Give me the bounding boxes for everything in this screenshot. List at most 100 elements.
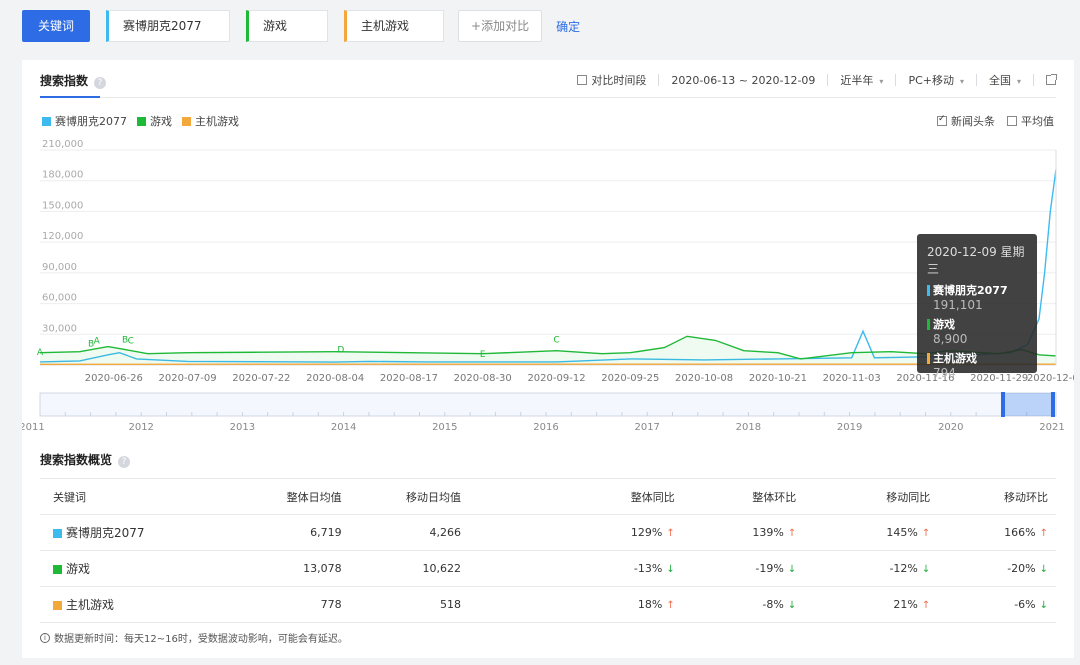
- title-underline: [40, 96, 100, 98]
- table-row: 主机游戏 778 518 18% ↑ -8% ↓ 21% ↑ -6% ↓: [40, 586, 1056, 623]
- range-year-label: 2019: [837, 422, 862, 433]
- tooltip-value: 8,900: [933, 332, 968, 346]
- range-year-label: 2013: [230, 422, 255, 433]
- change-cell: -8% ↓: [674, 586, 797, 623]
- column-header: 移动环比: [930, 478, 1056, 515]
- compare-period-toggle[interactable]: 对比时间段: [577, 72, 646, 88]
- x-tick-label: 2020-08-17: [380, 373, 438, 384]
- keyword-input-2[interactable]: 游戏: [246, 10, 329, 42]
- date-range-picker[interactable]: 2020-06-13 ~ 2020-12-09: [671, 73, 816, 87]
- tooltip-swatch: [927, 318, 930, 330]
- keyword-text: 主机游戏: [361, 19, 410, 33]
- footnote-text: 数据更新时间：每天12~16时，受数据波动影响，可能会有延迟。: [54, 634, 348, 645]
- legend-item-games[interactable]: 游戏: [137, 113, 172, 129]
- x-tick-label: 2020-08-04: [306, 373, 364, 384]
- help-icon[interactable]: ?: [94, 77, 107, 89]
- x-tick-label: 2020-06-26: [85, 373, 143, 384]
- column-header: 移动日均值: [341, 478, 462, 515]
- period-value: 近半年: [840, 74, 874, 87]
- arrow-down-icon: ↓: [921, 564, 931, 575]
- arrow-up-icon: ↑: [787, 528, 797, 539]
- tooltip-series-name: 主机游戏: [933, 352, 977, 365]
- overview-title-text: 搜索指数概览: [40, 453, 113, 467]
- range-year-label: 2016: [533, 422, 558, 433]
- help-icon[interactable]: ?: [118, 456, 131, 468]
- region-value: 全国: [988, 74, 1011, 87]
- compare-period-label: 对比时间段: [591, 74, 647, 87]
- change-cell: 21% ↑: [796, 586, 931, 623]
- change-cell: 166% ↑: [930, 514, 1056, 551]
- external-link-icon[interactable]: [1046, 74, 1057, 85]
- arrow-down-icon: ↓: [1039, 600, 1048, 611]
- keyword-bar: 关键词 赛博朋克2077 游戏 主机游戏 +添加对比 确定: [22, 10, 580, 42]
- keyword-tab[interactable]: 关键词: [22, 10, 91, 42]
- keyword-swatch: [53, 565, 62, 574]
- change-value: 139%: [752, 526, 784, 539]
- mobile-avg-cell: 518: [341, 586, 462, 623]
- change-cell: -19% ↓: [674, 550, 797, 587]
- news-toggle[interactable]: 新闻头条: [937, 113, 995, 129]
- tooltip-value: 191,101: [933, 298, 983, 312]
- keyword-cell: 赛博朋克2077: [40, 514, 229, 551]
- arrow-up-icon: ↑: [666, 528, 675, 539]
- keyword-input-1[interactable]: 赛博朋克2077: [106, 10, 231, 42]
- column-header: 移动同比: [796, 478, 931, 515]
- y-tick-label: 120,000: [42, 231, 83, 242]
- caret-down-icon: ▾: [959, 77, 964, 86]
- add-compare-button[interactable]: +添加对比: [458, 10, 543, 42]
- platform-select[interactable]: PC+移动 ▾: [908, 72, 964, 88]
- column-header: 整体日均值: [228, 478, 342, 515]
- legend-label: 赛博朋克2077: [55, 115, 127, 128]
- annotation-label: E: [480, 350, 486, 360]
- period-select[interactable]: 近半年 ▾: [840, 72, 883, 88]
- tooltip-row: 主机游戏: [927, 350, 1027, 366]
- search-index-panel: 搜索指数? 对比时间段 2020-06-13 ~ 2020-12-09 近半年 ▾…: [22, 60, 1074, 658]
- chart-legend: 赛博朋克2077 游戏 主机游戏: [42, 113, 249, 129]
- footnote: i 数据更新时间：每天12~16时，受数据波动影响，可能会有延迟。: [40, 630, 348, 645]
- range-year-label: 2020: [938, 422, 963, 433]
- legend-item-cyberpunk[interactable]: 赛博朋克2077: [42, 113, 127, 129]
- change-value: -13%: [633, 562, 663, 575]
- caret-down-icon: ▾: [879, 77, 884, 86]
- range-year-label: 2012: [128, 422, 153, 433]
- average-toggle[interactable]: 平均值: [1007, 113, 1054, 129]
- chart-controls: 对比时间段 2020-06-13 ~ 2020-12-09 近半年 ▾ PC+移动…: [577, 72, 1057, 88]
- change-value: -12%: [889, 562, 918, 575]
- keyword-text: 游戏: [263, 19, 288, 33]
- legend-item-console-games[interactable]: 主机游戏: [182, 113, 239, 129]
- range-selection: [1003, 393, 1054, 416]
- annotation-label: C: [553, 335, 559, 345]
- arrow-down-icon: ↓: [787, 564, 797, 575]
- change-value: 21%: [893, 598, 918, 611]
- range-year-label: 2021: [1039, 422, 1064, 433]
- arrow-down-icon: ↓: [1039, 564, 1048, 575]
- range-year-label: 2011: [22, 422, 45, 433]
- x-tick-label: 2020-10-21: [749, 373, 807, 384]
- average-label: 平均值: [1021, 115, 1054, 128]
- series-line-cyberpunk: [39, 169, 1057, 363]
- x-tick-label: 2020-11-03: [823, 373, 881, 384]
- keyword-input-3[interactable]: 主机游戏: [344, 10, 445, 42]
- search-index-chart[interactable]: 210,000 180,000 150,000 120,000 90,000 60,000…: [22, 60, 1074, 440]
- annotation-label: C: [128, 337, 134, 347]
- y-tick-label: 90,000: [42, 262, 77, 273]
- y-tick-label: 210,000: [42, 139, 83, 150]
- change-value: 18%: [637, 598, 663, 611]
- tooltip-value: 794: [933, 366, 956, 380]
- confirm-button[interactable]: 确定: [556, 19, 581, 34]
- annotation-label: D: [337, 346, 344, 356]
- caret-down-icon: ▾: [1016, 77, 1021, 86]
- change-cell: 139% ↑: [674, 514, 797, 551]
- mobile-avg-cell: 4,266: [341, 514, 462, 551]
- table-header-row: 关键词 整体日均值 移动日均值 整体同比 整体环比 移动同比 移动环比: [40, 478, 1056, 515]
- range-year-label: 2015: [432, 422, 457, 433]
- x-tick-label: 2020-07-22: [232, 373, 290, 384]
- y-tick-label: 60,000: [42, 293, 77, 304]
- x-tick-label: 2020-11-29: [970, 373, 1028, 384]
- range-year-label: 2014: [331, 422, 356, 433]
- region-select[interactable]: 全国 ▾: [989, 72, 1021, 88]
- column-header: 整体同比: [461, 478, 675, 515]
- separator: [1033, 74, 1034, 86]
- tooltip-row: 赛博朋克2077: [927, 282, 1027, 298]
- x-tick-label: 2020-11-16: [896, 373, 954, 384]
